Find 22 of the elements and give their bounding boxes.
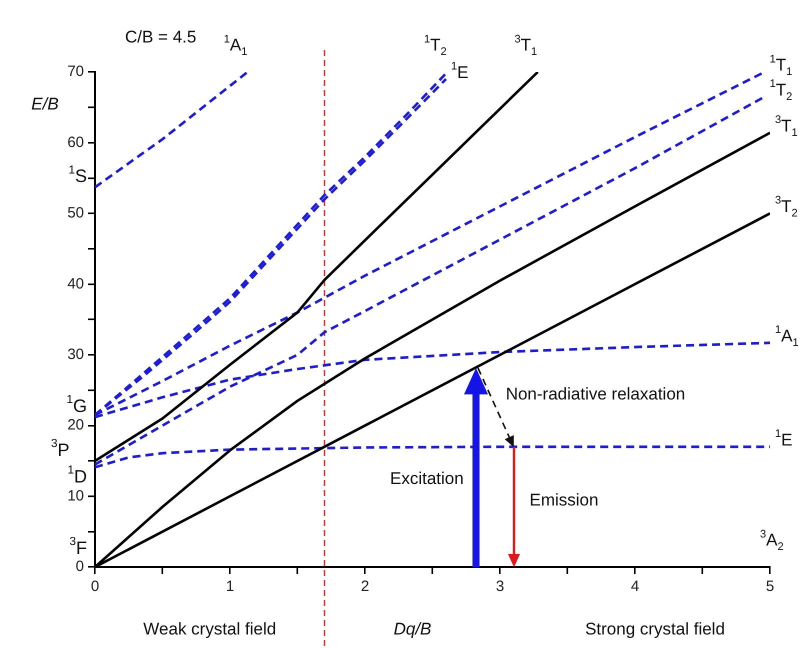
y-tick-label: 70 <box>67 63 84 80</box>
x-axis-title: Dq/B <box>394 620 432 639</box>
text: Weak crystal field <box>143 620 276 639</box>
annotation: Emission <box>530 490 598 510</box>
y-tick-label: 0 <box>76 558 84 576</box>
x-tick-label: 1 <box>226 578 234 596</box>
y-tick-label: 10 <box>67 487 84 504</box>
y-tick-label: 60 <box>67 134 84 151</box>
y-tick-label: 30 <box>67 346 84 363</box>
y-tick-label: 50 <box>67 204 84 222</box>
x-tick-label: 4 <box>630 578 640 596</box>
annotation: Excitation <box>390 468 464 488</box>
x-tick-label: 2 <box>360 578 370 596</box>
annotation: Non-radiative relaxation <box>506 384 686 404</box>
x-tick-label: 3 <box>496 578 504 596</box>
text: Strong crystal field <box>585 620 725 639</box>
text: C/B = 4.5 <box>125 28 196 47</box>
y-tick-label: 20 <box>67 416 84 434</box>
x-tick-label: 0 <box>90 578 100 596</box>
y-tick-label: 40 <box>67 275 84 292</box>
y-axis-title: E/B <box>31 94 59 114</box>
x-tick-label: 5 <box>766 578 774 596</box>
